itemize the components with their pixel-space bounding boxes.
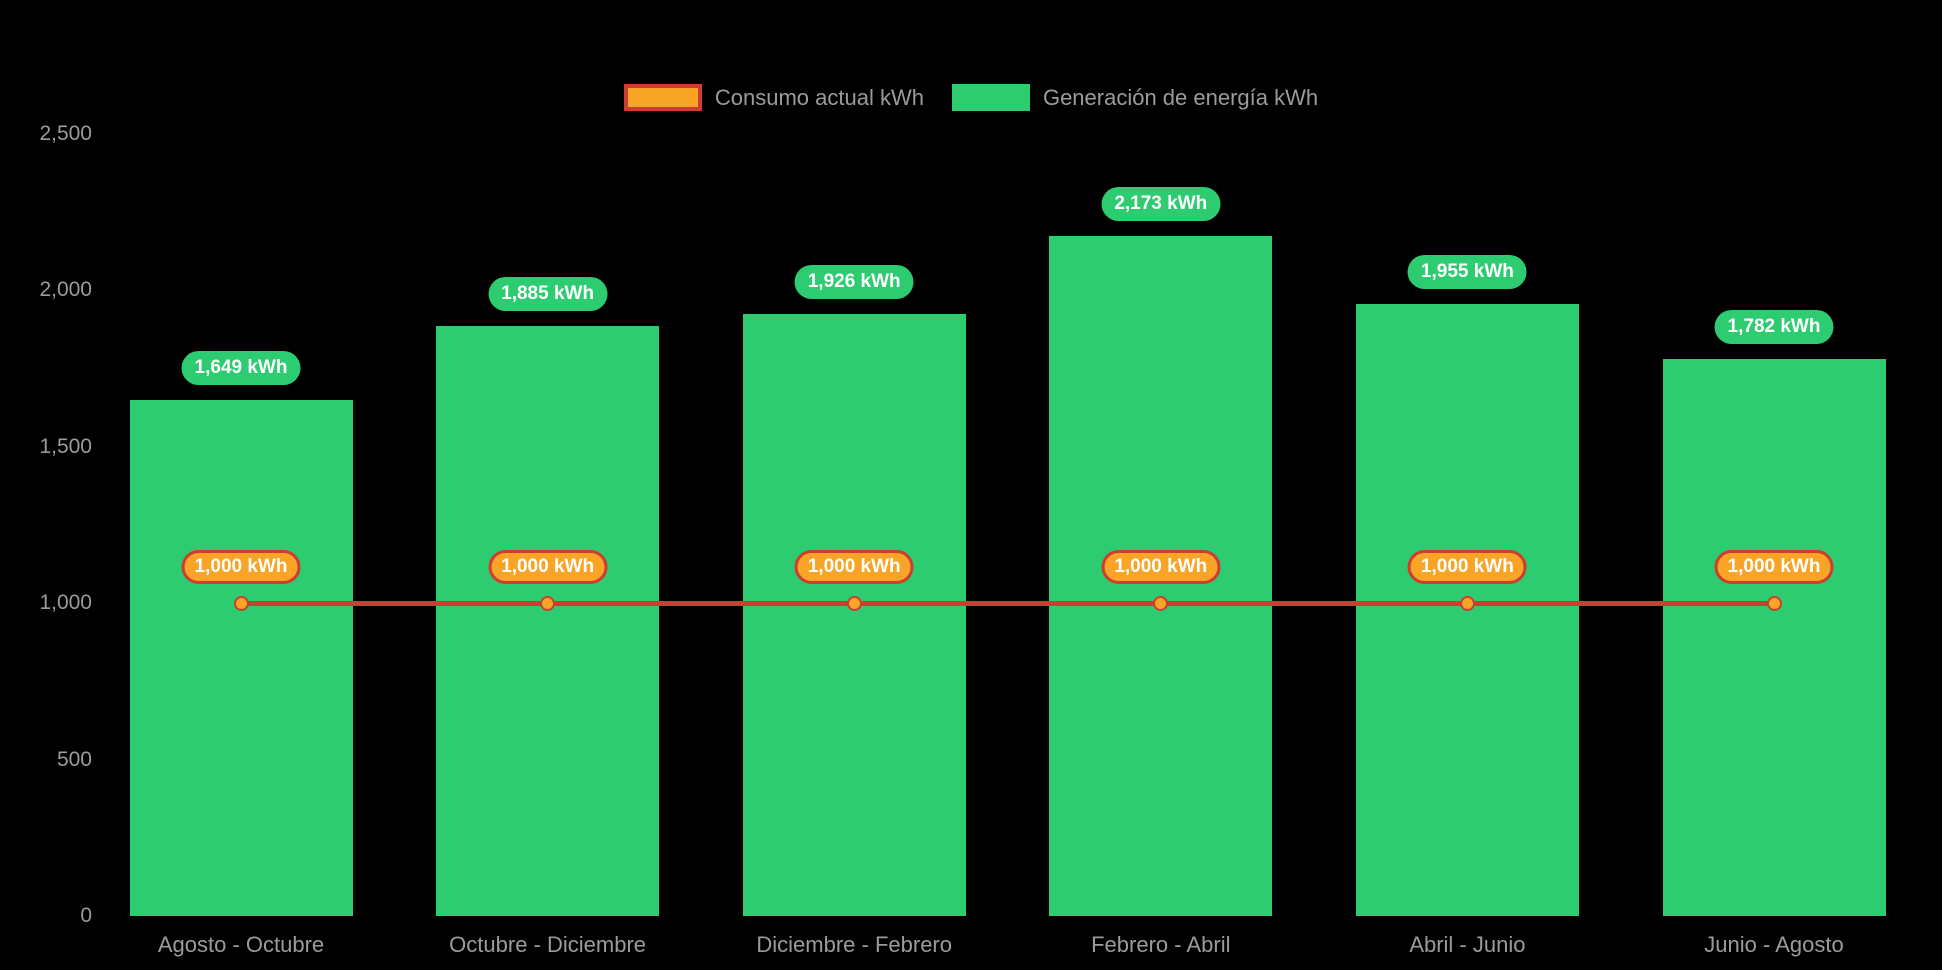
y-axis-tick-label: 1,500	[39, 434, 92, 458]
consumption-value-label: 1,000 kWh	[1407, 550, 1527, 585]
y-axis-tick-label: 1,000	[39, 591, 92, 615]
consumption-point[interactable]	[1766, 595, 1782, 611]
consumption-value-label: 1,000 kWh	[794, 550, 914, 585]
x-axis-category-label: Febrero - Abril	[1091, 932, 1231, 957]
consumption-point[interactable]	[1459, 595, 1475, 611]
consumption-point[interactable]	[540, 595, 556, 611]
generation-value-label: 1,885 kWh	[488, 277, 608, 312]
consumption-value-label: 1,000 kWh	[181, 550, 301, 585]
generation-bar[interactable]	[436, 326, 660, 916]
legend-item-consumo[interactable]: Consumo actual kWh	[623, 84, 924, 111]
y-axis-tick-label: 2,500	[39, 122, 92, 145]
y-axis-tick-label: 500	[56, 747, 92, 771]
x-axis-category-label: Octubre - Diciembre	[449, 932, 647, 957]
generation-bar[interactable]	[1662, 358, 1886, 916]
x-axis-category-label: Junio - Agosto	[1704, 932, 1844, 957]
consumo-legend-swatch-icon	[623, 84, 702, 111]
generation-bar[interactable]	[742, 313, 966, 916]
generacion-legend-swatch-icon	[951, 84, 1030, 111]
generation-value-label: 2,173 kWh	[1101, 187, 1221, 222]
x-axis-category-label: Abril - Junio	[1409, 932, 1526, 957]
y-axis-tick-label: 2,000	[39, 278, 92, 302]
legend-label-consumo: Consumo actual kWh	[714, 84, 924, 110]
generation-value-label: 1,782 kWh	[1714, 309, 1834, 344]
consumption-point[interactable]	[846, 595, 862, 611]
consumption-point[interactable]	[233, 595, 249, 611]
consumption-line	[241, 600, 1774, 606]
generation-value-label: 1,649 kWh	[181, 351, 301, 386]
consumption-value-label: 1,000 kWh	[1714, 550, 1834, 585]
generation-bar[interactable]	[129, 400, 353, 916]
consumption-point[interactable]	[1153, 595, 1169, 611]
legend-label-generacion: Generación de energía kWh	[1042, 84, 1319, 110]
generation-value-label: 1,955 kWh	[1407, 255, 1527, 290]
x-axis-category-label: Diciembre - Febrero	[756, 932, 952, 957]
generation-value-label: 1,926 kWh	[794, 264, 914, 299]
consumption-value-label: 1,000 kWh	[488, 550, 608, 585]
consumption-value-label: 1,000 kWh	[1101, 550, 1221, 585]
chart-legend: Consumo actual kWh Generación de energía…	[0, 84, 1942, 111]
legend-item-generacion[interactable]: Generación de energía kWh	[951, 84, 1319, 111]
y-axis-tick-label: 0	[80, 904, 92, 927]
x-axis-category-label: Agosto - Octubre	[157, 932, 325, 957]
